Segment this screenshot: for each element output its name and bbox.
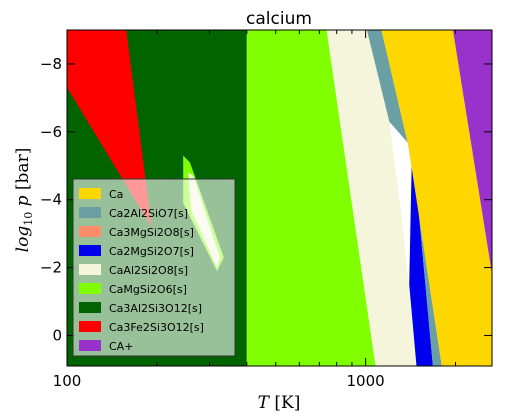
phase-region	[409, 148, 433, 366]
legend-swatch	[79, 302, 101, 313]
y-tick-label: 0	[52, 326, 62, 344]
legend-label: Ca2MgSi2O7[s]	[109, 245, 194, 258]
legend-label: Ca3Fe2Si3O12[s]	[109, 321, 204, 334]
legend-swatch	[79, 340, 101, 351]
legend-label: CaMgSi2O6[s]	[109, 283, 187, 296]
legend-swatch	[79, 264, 101, 275]
legend-swatch	[79, 226, 101, 237]
legend-label: Ca3Al2Si3O12[s]	[109, 302, 202, 315]
legend-swatch	[79, 283, 101, 294]
phase-region	[366, 30, 442, 366]
legend-label: CA+	[109, 340, 133, 353]
y-axis-label: log10 p [bar]	[13, 148, 35, 253]
phase-region	[246, 30, 376, 366]
y-tick-label: −4	[40, 191, 62, 209]
legend-label: Ca3MgSi2O8[s]	[109, 226, 194, 239]
axis-ticks: 100 1000 −8 −6 −4 −2 0	[40, 30, 492, 390]
legend-swatch	[79, 188, 101, 199]
phase-region	[381, 30, 492, 366]
y-tick-label: −2	[40, 259, 62, 277]
legend-swatch	[79, 321, 101, 332]
plot-frame	[66, 29, 493, 367]
legend: Ca Ca2Al2SiO7[s] Ca3MgSi2O8[s] Ca2MgSi2O7[s…	[72, 178, 236, 357]
legend-label: CaAl2Si2O8[s]	[109, 264, 188, 277]
y-tick-label: −8	[40, 55, 62, 73]
chart-title: calcium	[246, 9, 312, 29]
legend-swatch	[79, 207, 101, 218]
phase-region	[452, 30, 492, 275]
x-tick-label: 100	[53, 372, 82, 390]
x-tick-label: 1000	[347, 372, 385, 390]
legend-swatch	[79, 245, 101, 256]
legend-label: Ca2Al2SiO7[s]	[109, 207, 188, 220]
phase-region	[326, 30, 417, 366]
x-axis-label: T [K]	[258, 393, 301, 413]
y-tick-label: −6	[40, 123, 62, 141]
legend-label: Ca	[109, 188, 123, 201]
phase-region	[67, 30, 152, 227]
